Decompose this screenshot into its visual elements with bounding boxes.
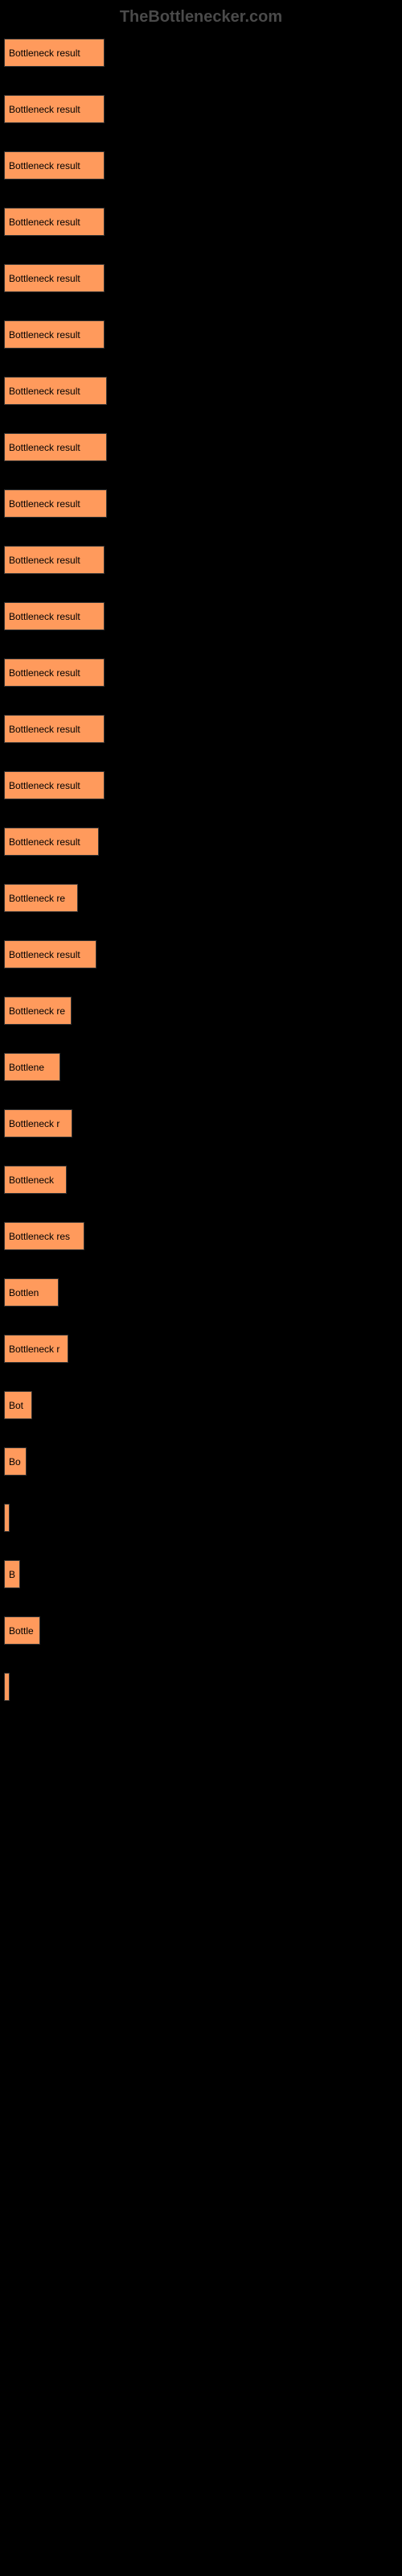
chart-bar: Bo xyxy=(4,1447,27,1476)
bar-label: Bottleneck result xyxy=(9,724,80,735)
chart-bar: Bottleneck re xyxy=(4,884,78,912)
bar-label: Bottleneck result xyxy=(9,555,80,566)
bar-label: B xyxy=(9,1569,15,1580)
chart-bar: Bottleneck result xyxy=(4,771,105,799)
chart-bar: Bottle xyxy=(4,1616,40,1645)
chart-bar: Bottleneck result xyxy=(4,546,105,574)
chart-bar: Bottlene xyxy=(4,1053,60,1081)
bar-chart: Bottleneck result Bottleneck result Bottle… xyxy=(0,39,402,1701)
bar-row: Bottlen xyxy=(4,1278,402,1307)
bar-row: Bottlene xyxy=(4,1053,402,1081)
watermark-text: TheBottlenecker.com xyxy=(0,8,402,27)
bar-row xyxy=(4,1673,402,1701)
chart-bar: Bot xyxy=(4,1391,32,1419)
chart-bar: Bottleneck result xyxy=(4,715,105,743)
bar-label: Bo xyxy=(9,1456,21,1468)
bar-row: Bottleneck result xyxy=(4,546,402,574)
chart-bar xyxy=(4,1673,10,1701)
bar-row: Bottleneck xyxy=(4,1166,402,1194)
bar-label: Bottlen xyxy=(9,1287,39,1298)
chart-bar: Bottleneck result xyxy=(4,602,105,630)
chart-bar: Bottleneck re xyxy=(4,997,72,1025)
bar-row: Bottleneck result xyxy=(4,489,402,518)
bar-row: Bottleneck result xyxy=(4,264,402,292)
bar-row: B xyxy=(4,1560,402,1588)
bar-row: Bottleneck result xyxy=(4,771,402,799)
chart-bar: Bottleneck result xyxy=(4,433,107,461)
bar-row: Bottleneck result xyxy=(4,151,402,180)
bar-label: Bottle xyxy=(9,1625,34,1637)
bar-row: Bottleneck result xyxy=(4,828,402,856)
bar-label: Bot xyxy=(9,1400,23,1411)
bar-label: Bottleneck r xyxy=(9,1118,59,1129)
chart-bar: Bottleneck r xyxy=(4,1109,72,1137)
bar-row: Bottleneck result xyxy=(4,95,402,123)
bar-label: Bottleneck result xyxy=(9,836,80,848)
chart-bar: Bottleneck result xyxy=(4,658,105,687)
bar-label: Bottleneck result xyxy=(9,442,80,453)
bar-label: Bottleneck result xyxy=(9,217,80,228)
bar-label: Bottleneck result xyxy=(9,667,80,679)
bar-label: Bottleneck re xyxy=(9,893,65,904)
chart-bar: Bottleneck result xyxy=(4,264,105,292)
bar-row: Bottleneck result xyxy=(4,715,402,743)
chart-bar: Bottleneck result xyxy=(4,489,107,518)
bar-row: Bottleneck r xyxy=(4,1109,402,1137)
bar-label: Bottlene xyxy=(9,1062,44,1073)
bar-row: Bottleneck result xyxy=(4,658,402,687)
bar-row: Bottleneck result xyxy=(4,377,402,405)
chart-bar: B xyxy=(4,1560,20,1588)
bar-row: Bottleneck result xyxy=(4,39,402,67)
chart-bar xyxy=(4,1504,10,1532)
chart-bar: Bottleneck r xyxy=(4,1335,68,1363)
bar-row: Bottleneck r xyxy=(4,1335,402,1363)
bar-row: Bottle xyxy=(4,1616,402,1645)
bar-row: Bottleneck res xyxy=(4,1222,402,1250)
bar-row: Bottleneck re xyxy=(4,997,402,1025)
bar-label: Bottleneck result xyxy=(9,47,80,59)
bar-label: Bottleneck result xyxy=(9,329,80,341)
chart-bar: Bottleneck result xyxy=(4,377,107,405)
chart-bar: Bottleneck result xyxy=(4,151,105,180)
bar-label: Bottleneck r xyxy=(9,1344,59,1355)
chart-bar: Bottleneck result xyxy=(4,208,105,236)
bar-label: Bottleneck result xyxy=(9,104,80,115)
bar-row: Bottleneck result xyxy=(4,208,402,236)
bar-row xyxy=(4,1504,402,1532)
bar-label: Bottleneck result xyxy=(9,160,80,171)
bar-label: Bottleneck xyxy=(9,1174,54,1186)
bar-row: Bo xyxy=(4,1447,402,1476)
bar-row: Bottleneck result xyxy=(4,320,402,349)
chart-bar: Bottlen xyxy=(4,1278,59,1307)
bar-label: Bottleneck result xyxy=(9,611,80,622)
bar-row: Bottleneck result xyxy=(4,433,402,461)
chart-bar: Bottleneck result xyxy=(4,940,96,968)
chart-bar: Bottleneck result xyxy=(4,828,99,856)
bar-row: Bottleneck result xyxy=(4,602,402,630)
chart-bar: Bottleneck res xyxy=(4,1222,84,1250)
bar-label: Bottleneck result xyxy=(9,386,80,397)
bar-row: Bottleneck result xyxy=(4,940,402,968)
bar-label: Bottleneck result xyxy=(9,498,80,510)
chart-bar: Bottleneck result xyxy=(4,320,105,349)
bar-label: Bottleneck res xyxy=(9,1231,70,1242)
bar-label: Bottleneck result xyxy=(9,273,80,284)
bar-label: Bottleneck result xyxy=(9,780,80,791)
bar-label: Bottleneck result xyxy=(9,949,80,960)
chart-bar: Bottleneck result xyxy=(4,39,105,67)
chart-bar: Bottleneck xyxy=(4,1166,67,1194)
bar-row: Bottleneck re xyxy=(4,884,402,912)
bar-label: Bottleneck re xyxy=(9,1005,65,1017)
bar-row: Bot xyxy=(4,1391,402,1419)
chart-bar: Bottleneck result xyxy=(4,95,105,123)
